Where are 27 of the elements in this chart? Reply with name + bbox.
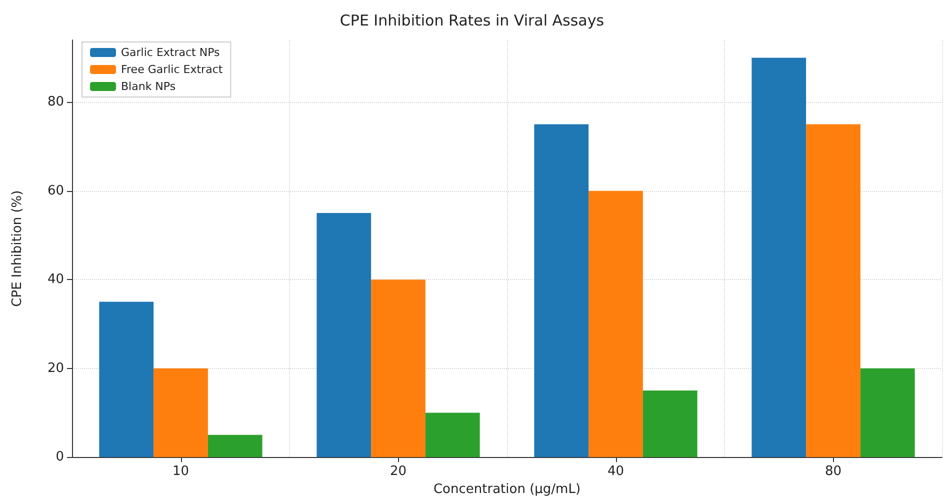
x-tick-label: 10 [172, 464, 190, 480]
bar [425, 412, 480, 458]
x-tick-label: 20 [390, 464, 407, 480]
y-tick-label: 40 [47, 272, 64, 288]
x-tick-label: 40 [607, 464, 624, 480]
bar [154, 368, 208, 458]
bar [806, 124, 860, 458]
bar [860, 368, 915, 458]
bar [316, 213, 372, 458]
y-tick-label: 20 [47, 360, 64, 376]
y-axis-title: CPE Inhibition (%) [10, 190, 25, 307]
legend-label: Free Garlic Extract [121, 63, 224, 76]
bar [534, 124, 589, 458]
legend-label: Blank NPs [121, 80, 176, 93]
bar [208, 434, 262, 458]
x-tick-label: 80 [824, 464, 842, 480]
bar [371, 280, 426, 458]
y-tick-label: 60 [47, 183, 64, 198]
y-tick-label: 0 [56, 450, 64, 465]
bar [588, 190, 643, 458]
bar [99, 302, 154, 458]
bar [752, 58, 806, 458]
y-tick-label: 80 [47, 94, 64, 110]
x-axis-title: Concentration (µg/mL) [433, 482, 581, 497]
chart-title: CPE Inhibition Rates in Viral Assays [340, 12, 604, 30]
bar [642, 390, 698, 458]
legend-label: Garlic Extract NPs [121, 46, 220, 59]
